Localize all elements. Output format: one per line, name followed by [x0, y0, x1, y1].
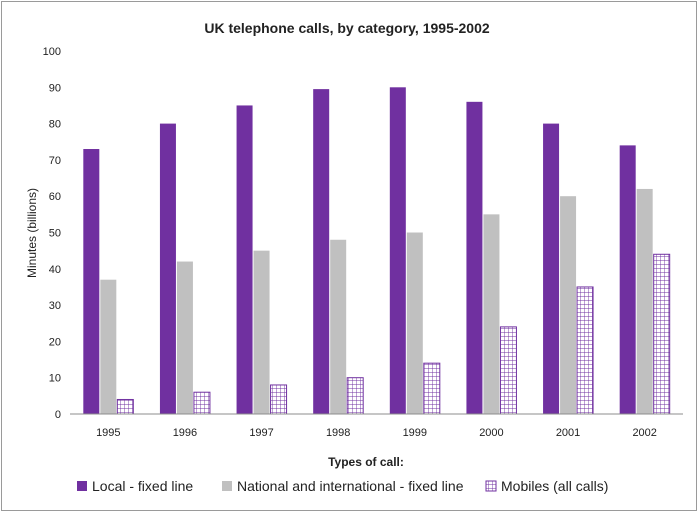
legend-label: Local - fixed line — [92, 478, 193, 494]
bar-national-international-1999 — [406, 232, 423, 414]
bar-national-international-1996 — [176, 261, 193, 414]
legend-item-national-international: National and international - fixed line — [222, 478, 464, 494]
x-axis-ticks: 1995 1996 1997 1998 1999 2000 2001 2002 — [96, 427, 657, 439]
x-tick-label: 1999 — [403, 427, 427, 439]
y-tick-label: 30 — [49, 300, 61, 312]
legend: Local - fixed line National and internati… — [77, 478, 608, 494]
bar-mobiles-1998 — [346, 377, 364, 415]
bar-national-international-2001 — [560, 196, 577, 414]
bar-local-2000 — [466, 101, 483, 414]
bar-national-international-1997 — [253, 250, 270, 414]
y-tick-label: 90 — [49, 82, 61, 94]
y-tick-label: 20 — [49, 336, 61, 348]
bar-mobiles-1999 — [423, 362, 441, 415]
bar-local-1997 — [236, 105, 253, 414]
y-tick-label: 50 — [49, 228, 61, 240]
bar-local-1995 — [83, 149, 100, 414]
legend-swatch — [485, 480, 497, 492]
legend-swatch — [77, 481, 87, 491]
bar-local-1998 — [313, 89, 330, 415]
bar-mobiles-2001 — [576, 286, 594, 415]
y-tick-label: 10 — [49, 373, 61, 385]
y-tick-label: 80 — [49, 119, 61, 131]
y-axis-label: Minutes (billions) — [25, 188, 39, 278]
bar-local-2001 — [543, 123, 560, 414]
bar-national-international-2002 — [636, 188, 653, 414]
legend-title: Types of call: — [328, 455, 404, 469]
bar-national-international-2000 — [483, 214, 500, 414]
bar-mobiles-1997 — [270, 384, 288, 415]
chart-title: UK telephone calls, by category, 1995-20… — [204, 20, 490, 36]
x-tick-label: 2002 — [632, 427, 656, 439]
y-tick-label: 60 — [49, 191, 61, 203]
x-tick-label: 1998 — [326, 427, 350, 439]
legend-label: National and international - fixed line — [237, 478, 464, 494]
bar-mobiles-1995 — [116, 398, 134, 415]
bar-national-international-1998 — [330, 239, 347, 414]
x-tick-label: 1995 — [96, 427, 120, 439]
legend-item-mobiles: Mobiles (all calls) — [485, 478, 608, 494]
bar-mobiles-1996 — [193, 391, 211, 415]
bar-national-international-1995 — [100, 279, 117, 414]
y-tick-label: 0 — [55, 409, 61, 421]
bar-local-1996 — [159, 123, 176, 414]
legend-swatch — [222, 481, 232, 491]
y-axis-ticks: 0 10 20 30 40 50 60 70 80 90 100 — [43, 46, 61, 421]
bar-mobiles-2000 — [499, 326, 517, 415]
y-tick-label: 100 — [43, 46, 61, 58]
bar-local-1999 — [389, 87, 406, 415]
y-tick-label: 70 — [49, 155, 61, 167]
x-tick-label: 1997 — [249, 427, 273, 439]
legend-label: Mobiles (all calls) — [501, 478, 608, 494]
y-tick-label: 40 — [49, 264, 61, 276]
bar-local-2002 — [619, 145, 636, 414]
bars — [83, 87, 671, 415]
legend-item-local: Local - fixed line — [77, 478, 193, 494]
x-tick-label: 1996 — [173, 427, 197, 439]
bar-mobiles-2002 — [653, 253, 671, 415]
x-tick-label: 2001 — [556, 427, 580, 439]
x-tick-label: 2000 — [479, 427, 503, 439]
